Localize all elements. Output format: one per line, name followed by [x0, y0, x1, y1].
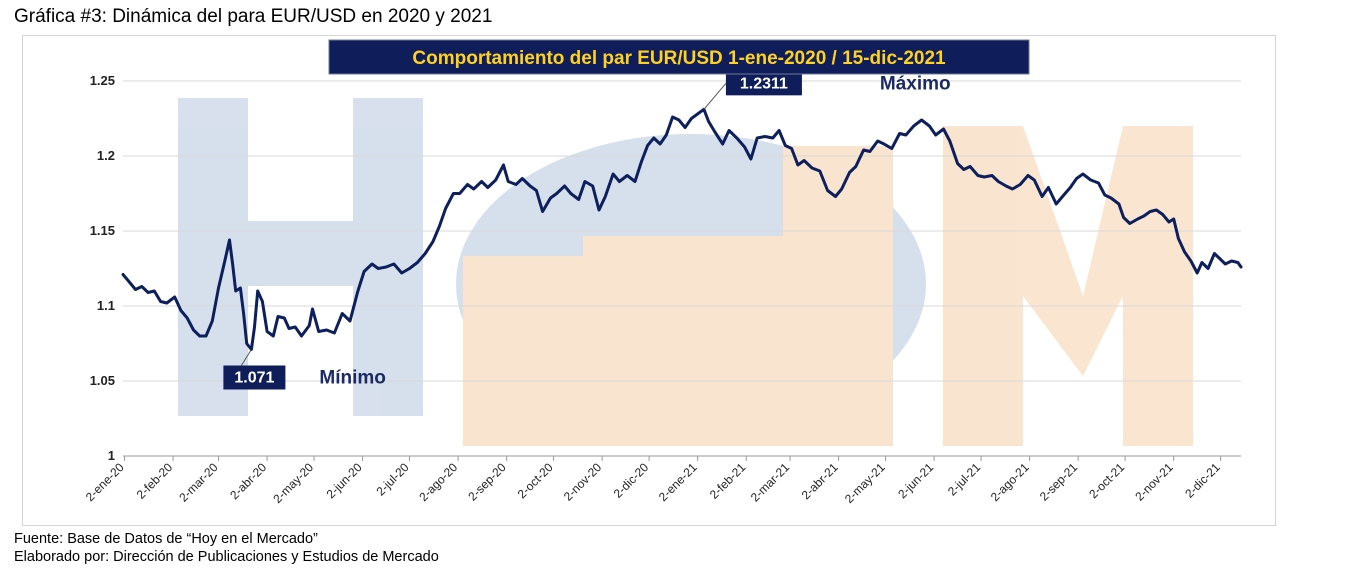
x-tick-label: 2-feb-20 [134, 460, 176, 502]
chart-title-banner: Comportamiento del par EUR/USD 1-ene-202… [328, 39, 1030, 75]
annotation-leader-line [703, 83, 727, 110]
annotation-value-label: 1.2311 [740, 75, 788, 92]
chart-frame: 1 1.05 1.1 1.15 1.2 1.25 2-ene-20 2-feb-20 2-ma… [22, 35, 1276, 526]
eurusd-series-line [121, 107, 1243, 351]
x-tick-label: 2-may-21 [842, 460, 888, 506]
x-tick-label: 2-ene-21 [656, 460, 700, 504]
annotation-layer: 1.071 Mínimo 1.2311 Máximo [223, 71, 951, 390]
annotation-text: Máximo [880, 73, 951, 94]
figure-caption: Gráfica #3: Dinámica del para EUR/USD en… [14, 6, 493, 27]
x-tick-label: 2-jun-21 [895, 460, 936, 501]
x-tick-label: 2-sep-21 [1037, 460, 1081, 504]
y-tick-label: 1 [108, 448, 115, 463]
x-tick-label: 2-jul-20 [373, 460, 411, 498]
x-tick-label: 2-dic-21 [1182, 460, 1223, 501]
title-banner-box [328, 39, 1030, 75]
x-tick-label: 2-jun-20 [324, 460, 365, 501]
annotation-value-box [725, 71, 802, 96]
series-layer [121, 107, 1243, 351]
x-tick-label: 2-abr-20 [227, 460, 269, 502]
grid-lines [123, 80, 1241, 457]
annotation-leader-line [240, 349, 252, 366]
watermark-block-left [463, 256, 593, 446]
y-tick-label: 1.05 [90, 373, 115, 388]
source-note: Fuente: Base de Datos de “Hoy en el Merc… [14, 531, 318, 547]
watermark-logo [178, 98, 1193, 446]
y-tick-label: 1.2 [97, 148, 115, 163]
watermark-letter-m [943, 126, 1193, 446]
x-tick-label: 2-dic-20 [611, 460, 652, 501]
watermark-letter-h-bar [178, 221, 423, 286]
x-tick-label: 2-sep-20 [465, 460, 509, 504]
x-tick-label: 2-mar-20 [176, 460, 221, 505]
watermark-block-mid [583, 236, 783, 446]
annotation-value-label: 1.071 [234, 370, 274, 387]
x-tick-label: 2-may-20 [270, 460, 316, 506]
y-tick-label: 1.15 [90, 223, 115, 238]
y-tick-label: 1.25 [90, 73, 115, 88]
x-tick-label: 2-abr-21 [799, 460, 841, 502]
annotation-value-box [223, 365, 286, 390]
eurusd-line-chart: 11.051.11.151.21.25 2-ene-20 2-feb-20 2-ma… [83, 39, 1243, 506]
x-tick-label: 2-oct-21 [1086, 460, 1127, 501]
y-axis-ticks: 1 1.05 1.1 1.15 1.2 1.25 [90, 73, 115, 463]
x-tick-label: 2-jul-21 [945, 460, 983, 498]
credit-note: Elaborado por: Dirección de Publicacione… [14, 549, 439, 565]
x-tick-label: 2-mar-21 [748, 460, 793, 505]
x-axis-ticks: 2-ene-20 2-feb-20 2-mar-20 2-abr-20 2-may-20… [83, 456, 1223, 506]
x-tick-label: 2-nov-20 [561, 460, 605, 504]
y-tick-label: 1.1 [97, 298, 115, 313]
x-tick-label: 2-oct-20 [515, 460, 556, 501]
watermark-block-right [783, 146, 893, 446]
x-tick-label: 2-feb-21 [707, 460, 749, 502]
x-tick-label: 2-ago-21 [988, 460, 1032, 504]
annotation-text: Mínimo [319, 368, 386, 389]
x-tick-label: 2-ene-20 [83, 460, 127, 504]
x-tick-label: 2-ago-20 [416, 460, 460, 504]
chart-title: Comportamiento del par EUR/USD 1-ene-202… [412, 48, 946, 69]
x-tick-label: 2-nov-21 [1132, 460, 1176, 504]
